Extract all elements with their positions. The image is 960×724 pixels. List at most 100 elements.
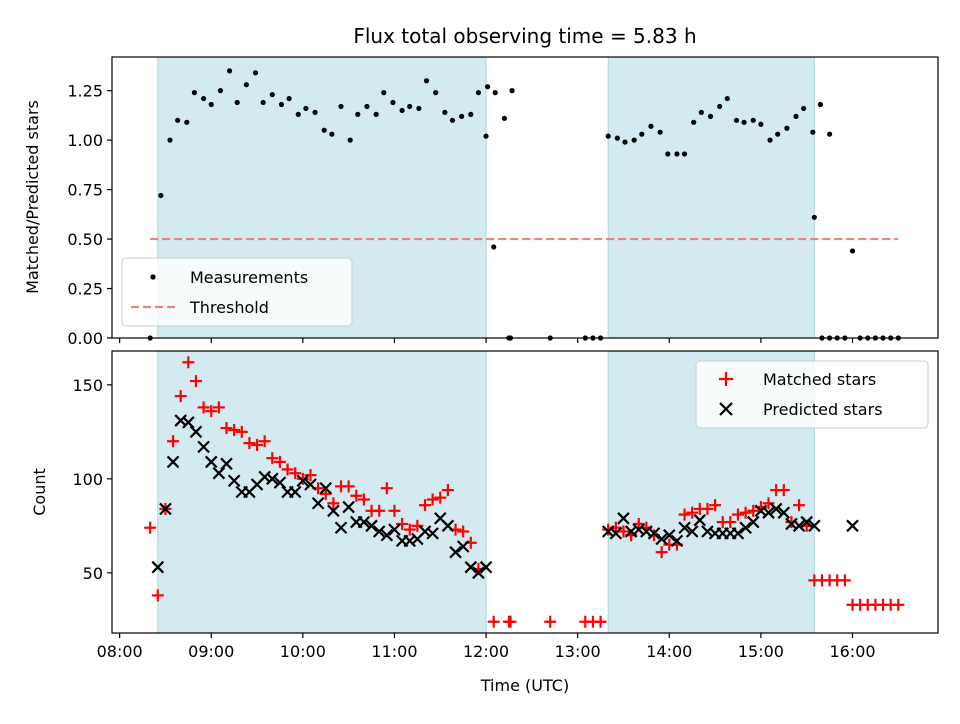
- measurement-point: [329, 131, 335, 137]
- predicted-star-marker: [624, 525, 638, 538]
- matched-star-marker: [709, 499, 722, 512]
- measurement-point: [767, 137, 773, 143]
- x-axis-label: Time (UTC): [480, 676, 569, 695]
- matched-star-marker: [426, 493, 439, 506]
- matched-star-marker: [304, 469, 317, 482]
- predicted-star-marker: [449, 545, 462, 559]
- measurement-point: [201, 95, 207, 102]
- x-tick-label: 16:00: [829, 642, 875, 661]
- measurement-point: [698, 109, 704, 116]
- predicted-star-marker: [739, 521, 752, 534]
- predicted-star-marker: [342, 500, 355, 514]
- predicted-star-marker: [785, 517, 798, 531]
- predicted-star-marker: [426, 527, 439, 540]
- top-legend: Measurements Threshold: [121, 257, 353, 327]
- predicted-star-marker: [746, 515, 760, 529]
- measurement-point: [433, 90, 439, 96]
- matched-star-marker: [403, 523, 416, 536]
- y-tick-label: 1.00: [67, 131, 103, 150]
- y-tick-label: 0.25: [67, 280, 103, 299]
- matched-star-marker: [686, 506, 699, 519]
- measurement-point: [303, 105, 309, 112]
- predicted-star-marker: [319, 481, 333, 495]
- measurement-point: [665, 151, 671, 157]
- predicted-star-marker: [159, 502, 172, 516]
- matched-star-marker: [678, 508, 691, 521]
- measurement-point: [407, 103, 413, 110]
- measurement-point: [399, 107, 405, 114]
- matched-star-marker: [762, 497, 775, 510]
- measurement-point: [681, 151, 688, 157]
- predicted-star-marker: [182, 416, 195, 429]
- predicted-star-marker: [174, 414, 187, 427]
- y-tick-label: 100: [72, 470, 103, 489]
- matched-star-marker: [266, 452, 279, 465]
- measurement-point: [278, 101, 285, 108]
- x-tick-label: 13:00: [555, 642, 601, 661]
- measurement-point: [810, 129, 816, 135]
- predicted-star-marker: [617, 512, 630, 525]
- measurement-point: [184, 119, 190, 125]
- measurement-point: [191, 90, 198, 96]
- measurement-point: [269, 91, 275, 98]
- measurement-point: [364, 103, 370, 110]
- measurement-point: [717, 103, 723, 110]
- measurement-point: [484, 84, 491, 90]
- matched-star-marker: [212, 401, 225, 414]
- measurement-point: [416, 105, 422, 112]
- measurement-point: [793, 113, 799, 119]
- predicted-star-marker: [258, 470, 271, 484]
- matched-star-marker: [373, 504, 386, 517]
- matched-star-marker: [504, 615, 517, 628]
- measurement-point: [208, 101, 214, 108]
- x-tick-label: 15:00: [738, 642, 784, 661]
- measurement-point: [733, 117, 740, 123]
- measurement-point: [509, 88, 515, 94]
- predicted-star-marker: [678, 521, 691, 534]
- x-tick-label: 08:00: [97, 642, 143, 661]
- legend-matched-label: Matched stars: [763, 370, 876, 389]
- predicted-star-marker: [640, 525, 653, 538]
- predicted-stars-points: [151, 414, 859, 580]
- measurement-point: [826, 131, 833, 137]
- matched-star-marker: [350, 489, 363, 502]
- matched-star-marker: [487, 615, 500, 628]
- matched-star-marker: [388, 504, 401, 517]
- measurement-point: [784, 125, 790, 131]
- measurement-point: [605, 133, 611, 139]
- matched-star-marker: [777, 484, 790, 497]
- measurement-point: [167, 137, 173, 143]
- predicted-star-marker: [418, 525, 432, 538]
- predicted-star-marker: [304, 478, 317, 491]
- matched-star-marker: [544, 615, 557, 628]
- measurement-point: [243, 82, 249, 88]
- predicted-star-marker: [472, 566, 485, 580]
- y-tick-label: 0.00: [67, 329, 103, 348]
- predicted-star-marker: [479, 560, 493, 574]
- matched-star-marker: [380, 482, 393, 495]
- predicted-star-marker: [189, 425, 203, 439]
- x-tick-label: 11:00: [371, 642, 417, 661]
- x-tick-label: 09:00: [188, 642, 234, 661]
- matched-star-marker: [396, 517, 409, 530]
- figure-title: Flux total observing time = 5.83 h: [353, 24, 696, 48]
- matched-star-marker: [793, 499, 806, 512]
- y-tick-label: 50: [83, 564, 103, 583]
- predicted-star-marker: [403, 534, 417, 548]
- predicted-star-marker: [327, 504, 340, 518]
- measurement-point: [622, 139, 628, 145]
- legend-matched-marker: [719, 372, 733, 386]
- measurement-point: [286, 95, 292, 102]
- predicted-star-marker: [685, 525, 699, 538]
- predicted-star-marker: [311, 497, 325, 510]
- measurement-point: [442, 109, 448, 116]
- predicted-star-marker: [220, 457, 233, 471]
- measurement-point: [475, 90, 482, 96]
- matched-star-marker: [342, 480, 355, 493]
- matched-star-marker: [418, 499, 431, 512]
- matched-star-marker: [457, 525, 470, 538]
- matched-star-marker: [319, 487, 332, 500]
- matched-star-marker: [296, 472, 309, 485]
- x-tick-label: 14:00: [646, 642, 692, 661]
